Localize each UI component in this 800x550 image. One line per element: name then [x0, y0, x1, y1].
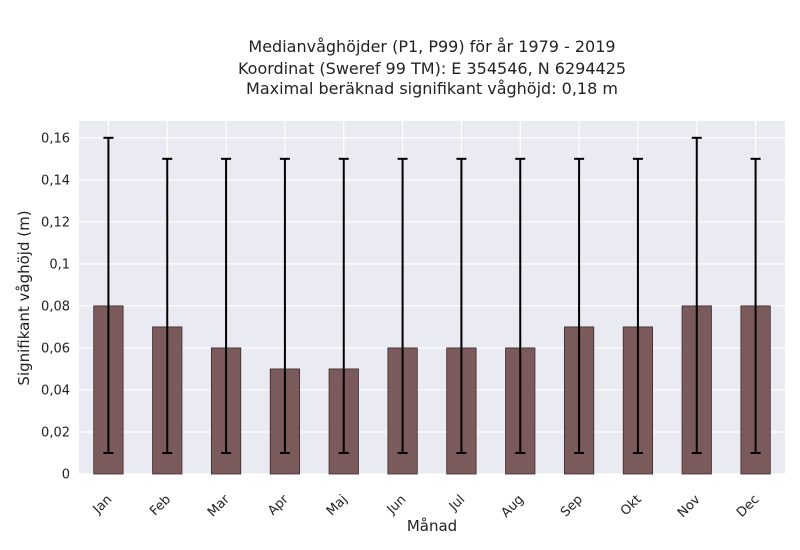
x-tick-label: Okt — [618, 492, 645, 519]
y-tick-label: 0,14 — [41, 173, 70, 188]
x-tick-label: Jan — [90, 492, 115, 517]
x-tick-label: Jun — [384, 492, 410, 518]
y-tick-label: 0,1 — [49, 257, 70, 272]
x-tick-label: Dec — [734, 492, 762, 520]
x-tick-label: Jul — [446, 492, 468, 514]
x-tick-label: Aug — [499, 492, 528, 521]
title-line-2: Koordinat (Sweref 99 TM): E 354546, N 62… — [238, 59, 626, 78]
error-bars — [103, 136, 761, 454]
y-tick-label: 0 — [62, 468, 70, 483]
x-tick-label: Feb — [147, 492, 174, 519]
x-tick-label: Apr — [265, 492, 292, 519]
y-tick-label: 0,06 — [41, 341, 70, 356]
x-tick-label: Mar — [205, 492, 233, 520]
title-line-1: Medianvåghöjder (P1, P99) för år 1979 - … — [248, 37, 615, 56]
x-tick-label: Nov — [675, 492, 704, 521]
y-tick-label: 0,16 — [41, 131, 70, 146]
y-tick-label: 0,08 — [41, 299, 70, 314]
x-tick-label: Maj — [324, 492, 351, 519]
x-axis-label: Månad — [407, 517, 457, 535]
chart-title: Medianvåghöjder (P1, P99) för år 1979 - … — [238, 37, 626, 98]
y-axis-label: Signifikant våghöjd (m) — [15, 210, 33, 385]
title-line-3: Maximal beräknad signifikant våghöjd: 0,… — [246, 79, 618, 98]
y-tick-labels: 0 0,02 0,04 0,06 0,08 0,1 0,12 0,14 0,16 — [41, 131, 70, 482]
y-tick-label: 0,02 — [41, 425, 70, 440]
plot-area — [79, 121, 785, 474]
x-tick-label: Sep — [558, 492, 586, 520]
y-tick-label: 0,12 — [41, 215, 70, 230]
y-tick-label: 0,04 — [41, 383, 70, 398]
